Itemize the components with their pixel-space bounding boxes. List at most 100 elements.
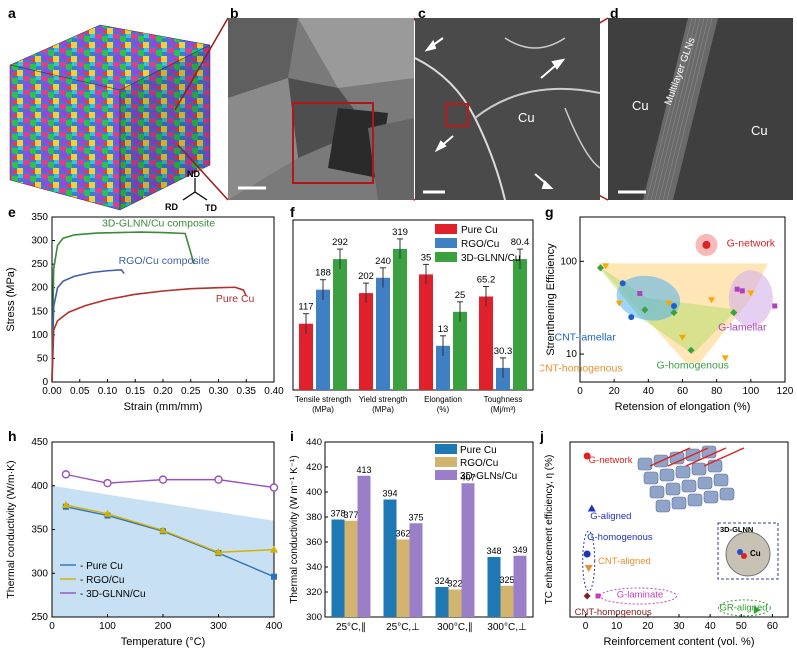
network-arrow xyxy=(685,447,727,467)
panel-label-d: d xyxy=(610,5,619,21)
region-label: G-homogenous xyxy=(657,359,729,371)
legend-swatch xyxy=(435,238,457,248)
bar-value-label: 324 xyxy=(434,576,449,586)
data-point xyxy=(584,565,593,572)
bar xyxy=(435,587,449,617)
panel-label-b: b xyxy=(230,5,239,21)
data-point xyxy=(730,309,738,317)
network-arrow xyxy=(703,447,745,467)
data-point xyxy=(721,355,729,362)
data-point xyxy=(747,290,755,297)
category-label: 25°C,∥ xyxy=(336,622,366,633)
data-point xyxy=(270,545,278,553)
bar xyxy=(316,289,330,390)
data-point xyxy=(708,297,716,304)
y-tick-label: 400 xyxy=(31,481,48,492)
x-tick-label: 10 xyxy=(611,621,623,632)
category-label: 300°C,∥ xyxy=(437,622,473,633)
network-cell xyxy=(655,499,671,513)
td-label: TD xyxy=(205,203,217,213)
category-label: Toughness xyxy=(484,395,523,404)
bar-value-label: 30.3 xyxy=(494,346,513,357)
category-label: (Mj/m³) xyxy=(490,405,516,414)
data-point xyxy=(61,501,70,508)
bar-value-label: 292 xyxy=(332,237,348,248)
bar xyxy=(419,274,433,390)
x-tick-label: 60 xyxy=(677,386,689,397)
panel-label-e: e xyxy=(8,204,16,220)
tc-temperature-chart: 0 100 200 300 400 250 300 350 400 450 Temperature … xyxy=(5,437,283,648)
bar xyxy=(333,259,347,390)
y-tick-label: 0 xyxy=(42,377,48,388)
x-tick-label: 0.30 xyxy=(209,386,229,397)
x-tick-label: 0.05 xyxy=(70,386,90,397)
region-label: G-lamellar xyxy=(718,321,767,333)
data-point xyxy=(602,263,610,270)
category-label: 25°C,⊥ xyxy=(386,622,420,633)
cu-particle xyxy=(725,531,771,577)
x-tick-label: 200 xyxy=(155,621,172,632)
data-point xyxy=(665,300,673,307)
x-tick-label: 80 xyxy=(711,386,723,397)
x-tick-label: 300 xyxy=(210,621,227,632)
panel-label-h: h xyxy=(8,428,17,444)
bar xyxy=(357,475,371,617)
bar xyxy=(393,248,407,390)
bar xyxy=(461,483,475,617)
y-tick-label: 350 xyxy=(31,525,48,536)
category-label: (%) xyxy=(437,405,450,414)
y-tick-label: 420 xyxy=(306,462,322,473)
zoom-box-c xyxy=(445,103,469,127)
legend-swatch xyxy=(435,444,457,454)
cu-left-label: Cu xyxy=(632,98,649,113)
y-tick-label: 100 xyxy=(31,330,48,341)
cu-label-c: Cu xyxy=(518,110,535,125)
data-point xyxy=(103,478,112,488)
shaded-region xyxy=(52,485,274,617)
x-tick-label: 0 xyxy=(49,621,55,632)
y-axis-title: Thermal conductivity (W m⁻¹ K⁻¹) xyxy=(289,455,300,603)
data-point xyxy=(596,264,605,272)
bar xyxy=(344,520,358,617)
y-tick-label: 250 xyxy=(31,612,48,623)
panel-label-a: a xyxy=(8,5,16,21)
y-tick-label: 150 xyxy=(31,306,48,317)
legend-label: RGO/Cu xyxy=(461,239,499,250)
axes-triad xyxy=(182,178,208,201)
region-cnt-lamellar xyxy=(616,275,681,321)
bar-value-label: 65.2 xyxy=(477,275,496,286)
series-label: 3D-GLNN/Cu composite xyxy=(102,217,215,229)
legend-label: 3D-GLNs/Cu xyxy=(460,471,517,482)
point-label: CNT-aligned xyxy=(598,556,651,567)
y-tick-label: 380 xyxy=(306,512,322,523)
bar xyxy=(396,539,410,617)
data-point xyxy=(628,314,635,321)
series-line xyxy=(51,231,195,383)
data-point xyxy=(702,240,711,249)
x-tick-label: 0.15 xyxy=(126,386,146,397)
glnn-network-illustration xyxy=(637,445,745,513)
data-point xyxy=(739,288,745,294)
ebsd-cube: ND RD TD xyxy=(9,24,217,213)
legend-swatch xyxy=(435,252,457,262)
network-cell xyxy=(691,462,707,476)
bar-value-label: 202 xyxy=(358,271,374,282)
bar-value-label: 35 xyxy=(421,252,432,263)
tem-image-b xyxy=(228,18,414,200)
y-tick-label: 250 xyxy=(31,259,48,270)
bar-value-label: 188 xyxy=(315,268,331,279)
data-point xyxy=(214,548,223,556)
x-axis-title: Temperature (°C) xyxy=(121,636,205,648)
x-tick-label: 0.35 xyxy=(237,386,257,397)
network-cell xyxy=(665,482,681,496)
bar xyxy=(409,523,423,617)
point-label: G-homogenous xyxy=(587,532,653,543)
data-point xyxy=(271,573,277,580)
strengthening-scatter: 0 20 40 60 80 100 120 10 100 Retension of elongat… xyxy=(540,216,794,413)
bar xyxy=(383,499,397,617)
bar xyxy=(359,293,373,390)
bar-value-label: 375 xyxy=(408,512,423,522)
bar-value-label: 407 xyxy=(460,472,475,482)
data-point xyxy=(159,526,167,534)
data-point xyxy=(214,475,223,484)
